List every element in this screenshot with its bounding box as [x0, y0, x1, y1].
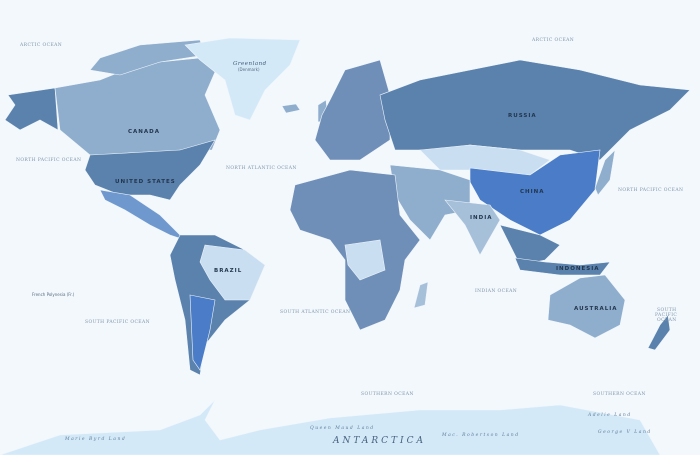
indonesia	[514, 257, 611, 276]
south-pacific-ocean-label-line1: SOUTH	[657, 307, 677, 313]
iceland	[281, 103, 301, 114]
landmasses	[0, 37, 691, 455]
canada-label: CANADA	[128, 129, 160, 135]
antarctica	[0, 399, 661, 455]
southern-ocean-label: SOUTHERN OCEAN	[361, 391, 414, 397]
country-labels: CANADA UNITED STATES RUSSIA CHINA INDIA …	[115, 113, 618, 312]
alaska	[4, 87, 59, 131]
japan	[594, 149, 616, 196]
north-pacific-ocean-label: NORTH PACIFIC OCEAN	[618, 187, 683, 193]
russia	[379, 59, 691, 161]
south-atlantic-ocean-label: SOUTH ATLANTIC OCEAN	[280, 309, 350, 315]
french-polynesia-label: French Polynesia (Fr.)	[32, 292, 75, 297]
greenland-note-label: (Denmark)	[238, 67, 260, 72]
southern-ocean-label: SOUTHERN OCEAN	[593, 391, 646, 397]
ocean-labels: ARCTIC OCEAN ARCTIC OCEAN NORTH PACIFIC …	[16, 37, 683, 397]
arctic-ocean-label: ARCTIC OCEAN	[19, 42, 62, 48]
australia	[547, 274, 626, 339]
brazil-label: BRAZIL	[214, 268, 242, 274]
adelie-land-label: Adelie Land	[587, 412, 632, 418]
madagascar	[413, 281, 429, 309]
region-labels: Greenland (Denmark) ANTARCTICA Marie Byr…	[32, 61, 652, 446]
south-pacific-ocean-label: SOUTH PACIFIC OCEAN	[85, 319, 150, 325]
south-pacific-ocean-label-line2: PACIFIC	[655, 312, 677, 318]
central-asia	[419, 144, 551, 176]
greenland	[184, 37, 301, 121]
queen-maud-land-label: Queen Maud Land	[310, 425, 375, 431]
argentina	[189, 294, 216, 371]
india	[444, 199, 501, 256]
new-zealand	[647, 314, 671, 351]
indonesia-label: INDONESIA	[556, 266, 600, 272]
north-pacific-ocean-label: NORTH PACIFIC OCEAN	[16, 157, 81, 163]
greenland-label: Greenland	[233, 61, 267, 67]
george-v-land-label: George V Land	[598, 429, 652, 435]
indian-ocean-label: INDIAN OCEAN	[475, 288, 517, 294]
united-states-label: UNITED STATES	[115, 179, 176, 185]
antarctica-label: ANTARCTICA	[332, 436, 426, 446]
mac-robertson-land-label: Mac. Robertson Land	[441, 432, 520, 438]
united-states	[84, 139, 216, 201]
north-atlantic-ocean-label: NORTH ATLANTIC OCEAN	[226, 165, 297, 171]
marie-byrd-land-label: Marie Byrd Land	[64, 436, 126, 442]
arctic-ocean-label: ARCTIC OCEAN	[531, 37, 574, 43]
russia-label: RUSSIA	[508, 113, 537, 119]
brazil	[199, 244, 266, 301]
central-africa	[344, 239, 386, 281]
china	[469, 149, 601, 236]
middle-east	[389, 164, 471, 241]
southeast-asia	[499, 224, 561, 266]
china-label: CHINA	[520, 189, 545, 195]
india-label: INDIA	[470, 215, 493, 221]
australia-label: AUSTRALIA	[574, 306, 618, 312]
europe	[314, 59, 391, 161]
south-pacific-ocean-label-line3: OCEAN	[657, 317, 677, 323]
